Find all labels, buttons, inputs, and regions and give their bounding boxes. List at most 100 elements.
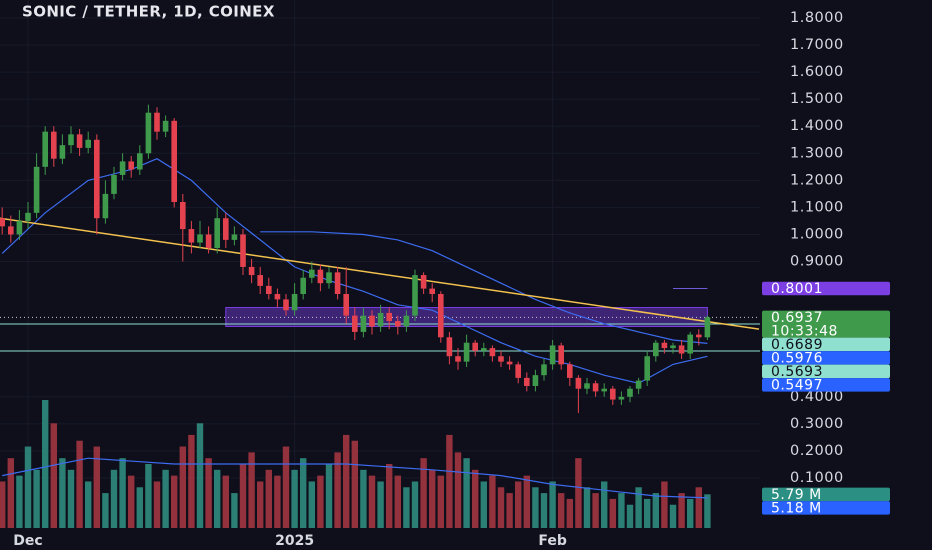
y-tick-label: 1.3000: [790, 145, 844, 161]
candle-body: [610, 388, 616, 400]
price-label-box: [762, 378, 890, 392]
volume-bar: [162, 469, 169, 528]
candle-body: [214, 218, 220, 248]
volume-bar: [317, 475, 324, 528]
volume-bar: [497, 487, 505, 528]
candle-body: [33, 166, 40, 213]
price-label: 5.18 M: [771, 500, 822, 516]
candle-body: [171, 120, 177, 202]
volume-bar: [626, 504, 634, 528]
candle-body: [627, 388, 633, 397]
candle-body: [145, 112, 152, 154]
volume-bar: [282, 446, 290, 528]
candle-body: [704, 317, 711, 338]
y-tick-label: 1.7000: [790, 37, 844, 53]
volume-bar: [609, 498, 616, 528]
volume-bar: [601, 481, 608, 528]
candle-body: [154, 112, 160, 132]
volume-bar: [661, 481, 668, 528]
candle-body: [352, 315, 358, 332]
volume-bar: [119, 458, 126, 528]
candle-body: [266, 285, 272, 294]
volume-bar: [687, 498, 694, 528]
candle-body: [653, 342, 659, 357]
x-tick-label: Dec: [13, 533, 42, 549]
volume-bar: [50, 423, 57, 528]
volume-bar: [231, 493, 238, 528]
candle-body: [696, 334, 702, 338]
candle-body: [119, 161, 126, 175]
candle-body: [532, 375, 539, 386]
candle-body: [670, 345, 676, 349]
candle-body: [137, 153, 143, 170]
volume-bar: [386, 464, 393, 528]
candle-body: [412, 275, 418, 316]
volume-bar: [575, 458, 582, 528]
volume-bar: [257, 481, 264, 528]
candle-body: [111, 174, 117, 194]
x-tick-label: 2025: [275, 533, 314, 549]
volume-average: [2, 457, 708, 499]
candle-body: [51, 131, 57, 159]
candle-body: [300, 277, 306, 294]
candle-body: [584, 383, 590, 389]
candle-body: [369, 315, 375, 327]
candle-body: [463, 342, 470, 362]
volume-bar: [480, 481, 487, 528]
volume-bar: [454, 452, 462, 528]
volume-bar: [188, 434, 195, 528]
volume-bar: [635, 487, 642, 528]
volume-bar: [274, 475, 281, 528]
trendline: [0, 217, 760, 330]
candle-body: [317, 269, 324, 284]
volume-bar: [678, 493, 685, 528]
candle-body: [188, 229, 195, 243]
candle-body: [558, 345, 564, 365]
candle-body: [240, 234, 246, 267]
volume-bar: [76, 440, 83, 528]
candle-body: [76, 134, 83, 148]
candle-body: [575, 377, 582, 389]
volume-bar: [7, 458, 14, 528]
y-tick-label: 1.1000: [790, 199, 844, 215]
price-label: 0.5693: [771, 364, 823, 380]
volume-bar: [704, 494, 711, 528]
y-tick-label: 0.4000: [790, 389, 844, 405]
volume-bar: [128, 475, 135, 528]
candle-body: [248, 266, 255, 276]
volume-bar: [42, 400, 49, 528]
volume-bar: [515, 481, 522, 528]
volume-bar: [102, 493, 109, 528]
candle-body: [223, 218, 229, 240]
volume-bar: [592, 493, 599, 528]
candle-body: [567, 364, 573, 378]
price-label-box: [762, 337, 890, 352]
y-tick-label: 1.8000: [790, 10, 844, 26]
candle-body: [25, 212, 31, 221]
volume-bar: [153, 481, 161, 528]
price-label: 0.5976: [771, 350, 823, 366]
price-label: 5.79 M: [771, 487, 822, 503]
candle-body: [524, 377, 530, 386]
volume-bar: [652, 493, 659, 528]
candle-body: [128, 161, 134, 170]
chart-title: SONIC / TETHER, 1D, COINEX: [22, 3, 275, 21]
candle-body: [291, 294, 298, 311]
volume-bar: [171, 475, 178, 528]
candle-body: [592, 383, 599, 392]
volume-bar: [196, 423, 204, 528]
candle-body: [102, 193, 109, 219]
volume-bar: [540, 493, 548, 528]
candle-body: [0, 218, 5, 227]
volume-bar: [24, 446, 32, 528]
volume-bar: [446, 434, 453, 528]
y-tick-label: 0.1000: [790, 470, 844, 486]
volume-bar: [325, 464, 333, 528]
volume-bar: [566, 498, 573, 528]
volume-bar: [411, 481, 419, 528]
candle-body: [334, 272, 341, 294]
price-label-box: [762, 281, 890, 296]
volume-bar: [85, 481, 92, 528]
volume-bar: [506, 493, 513, 528]
